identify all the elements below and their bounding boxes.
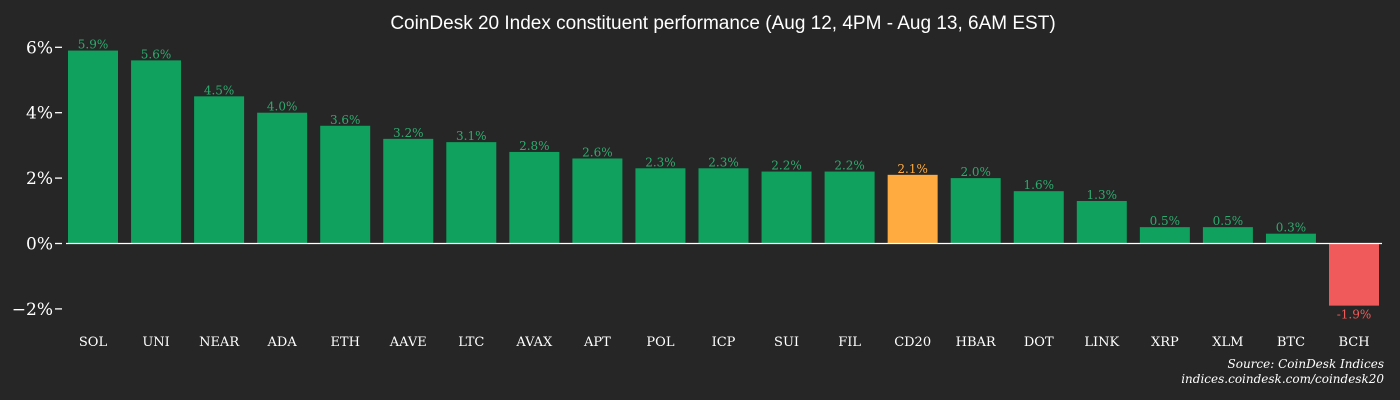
x-tick-label: LTC: [458, 335, 484, 350]
x-tick-label: SUI: [774, 335, 799, 350]
x-tick-label: CD20: [894, 335, 931, 350]
x-tick-label: UNI: [142, 335, 169, 350]
value-label: 2.3%: [645, 155, 676, 169]
value-label: 5.9%: [78, 38, 109, 52]
bar-sol: [68, 50, 118, 244]
value-label: 2.6%: [582, 145, 613, 159]
x-tick-label: HBAR: [956, 335, 997, 350]
value-label: 3.6%: [330, 113, 361, 127]
value-label: 3.2%: [393, 126, 424, 140]
value-label: 4.5%: [204, 83, 235, 97]
bar-icp: [698, 168, 749, 244]
value-label: 5.6%: [141, 47, 172, 61]
x-tick-label: ADA: [267, 335, 298, 350]
bar-sui: [761, 171, 812, 244]
value-label: 1.6%: [1024, 178, 1055, 192]
bar-aave: [383, 138, 434, 244]
y-tick-label: 4%: [26, 104, 53, 124]
x-tick-label: APT: [583, 335, 611, 350]
y-tick-label: 0%: [26, 235, 53, 255]
bar-uni: [131, 60, 182, 244]
bar-pol: [635, 168, 686, 244]
value-label: 4.0%: [267, 100, 298, 114]
bar-bch: [1329, 243, 1379, 306]
x-tick-label: DOT: [1024, 335, 1054, 350]
x-tick-label: ICP: [712, 335, 736, 350]
x-tick-label: XLM: [1212, 335, 1243, 350]
value-label: 2.1%: [897, 162, 928, 176]
bar-ltc: [446, 142, 497, 244]
source-line-1: Source: CoinDesk Indices: [1228, 357, 1385, 371]
value-label: 0.3%: [1276, 221, 1307, 235]
x-tick-label: FIL: [838, 335, 861, 350]
value-label: 2.8%: [519, 139, 550, 153]
x-tick-label: NEAR: [199, 335, 240, 350]
chart-title: CoinDesk 20 Index constituent performanc…: [390, 13, 1055, 34]
bar-btc: [1265, 233, 1316, 244]
x-tick-label: ETH: [330, 335, 360, 350]
value-label: -1.9%: [1337, 308, 1372, 322]
value-label: 0.5%: [1213, 214, 1244, 228]
x-tick-label: BCH: [1338, 335, 1369, 350]
source-line-2: indices.coindesk.com/coindesk20: [1181, 372, 1384, 386]
bar-xlm: [1202, 227, 1253, 244]
value-label: 2.2%: [834, 159, 865, 173]
x-axis-labels: SOL UNI NEAR ADA ETH AAVE LTC AVAX APT POL ICP SUI F…: [79, 335, 1370, 350]
y-tick-label: −2%: [12, 300, 53, 320]
bar-cd20: [887, 174, 938, 244]
value-label: 2.0%: [960, 165, 991, 179]
bar-link: [1076, 200, 1127, 244]
value-label: 1.3%: [1087, 188, 1118, 202]
x-tick-label: POL: [646, 335, 674, 350]
x-tick-label: XRP: [1151, 335, 1179, 350]
bar-dot: [1013, 191, 1064, 244]
value-label: 0.5%: [1150, 214, 1181, 228]
bar-ada: [257, 112, 308, 244]
bar-eth: [320, 125, 371, 244]
x-tick-label: AAVE: [389, 335, 427, 350]
x-tick-label: AVAX: [515, 335, 553, 350]
x-tick-label: BTC: [1277, 335, 1305, 350]
bar-apt: [572, 158, 623, 244]
bars: 5.9% 5.6% 4.5% 4.0% 3.6% 3.2% 3.1% 2.8% 2.6% 2.3%…: [68, 38, 1379, 322]
bar-avax: [509, 151, 560, 244]
y-axis: −2% 0% 2% 4% 6%: [12, 38, 62, 320]
value-label: 2.2%: [771, 159, 802, 173]
x-tick-label: SOL: [79, 335, 108, 350]
bar-xrp: [1139, 227, 1190, 244]
bar-hbar: [950, 178, 1001, 244]
bar-fil: [824, 171, 875, 244]
y-tick-label: 2%: [26, 169, 53, 189]
value-label: 2.3%: [708, 155, 739, 169]
value-label: 3.1%: [456, 129, 487, 143]
bar-near: [194, 96, 245, 244]
y-tick-label: 6%: [26, 38, 53, 58]
x-tick-label: LINK: [1084, 335, 1119, 350]
